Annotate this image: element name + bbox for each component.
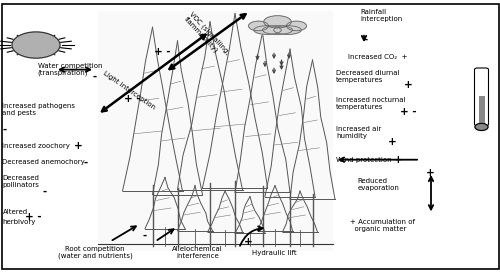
Circle shape bbox=[475, 123, 488, 130]
Text: + Accumulation of
  organic matter: + Accumulation of organic matter bbox=[350, 219, 415, 232]
Ellipse shape bbox=[262, 26, 292, 34]
Text: -: - bbox=[84, 158, 88, 167]
Ellipse shape bbox=[274, 26, 301, 34]
Ellipse shape bbox=[248, 21, 268, 31]
Text: Wind protection: Wind protection bbox=[336, 157, 392, 163]
Circle shape bbox=[12, 32, 60, 58]
Text: Decreased
pollinators: Decreased pollinators bbox=[2, 175, 40, 188]
Ellipse shape bbox=[254, 26, 281, 34]
Text: + -: + - bbox=[154, 48, 170, 57]
Text: -: - bbox=[2, 125, 7, 135]
Text: +: + bbox=[74, 141, 83, 151]
Ellipse shape bbox=[286, 21, 306, 31]
Text: Allelochemical
interference: Allelochemical interference bbox=[172, 246, 223, 259]
Text: herbivory: herbivory bbox=[2, 219, 36, 225]
FancyBboxPatch shape bbox=[474, 68, 488, 126]
Text: +: + bbox=[388, 137, 396, 147]
Ellipse shape bbox=[264, 16, 291, 28]
Text: Increased zoochory: Increased zoochory bbox=[2, 143, 70, 149]
Text: + -: + - bbox=[400, 108, 416, 117]
Text: -: - bbox=[142, 231, 147, 241]
Text: Increased pathogens
and pests: Increased pathogens and pests bbox=[2, 103, 76, 116]
Text: +: + bbox=[426, 168, 435, 178]
Text: Increased CO₂  +: Increased CO₂ + bbox=[348, 54, 407, 60]
Text: Altered: Altered bbox=[2, 209, 28, 215]
Text: Reduced
evaporation: Reduced evaporation bbox=[358, 178, 400, 191]
Text: Increased nocturnal
temperatures: Increased nocturnal temperatures bbox=[336, 97, 406, 110]
Text: Water competition
(transpiration): Water competition (transpiration) bbox=[38, 63, 102, 76]
Text: Decreased diurnal
temperatures: Decreased diurnal temperatures bbox=[336, 70, 400, 83]
Text: -: - bbox=[364, 35, 368, 44]
Text: Increased air
humidity: Increased air humidity bbox=[336, 126, 382, 139]
Text: + -: + - bbox=[25, 212, 42, 222]
Text: Hydraulic lift: Hydraulic lift bbox=[252, 250, 296, 256]
Bar bbox=[98, 11, 332, 251]
Text: Light interception: Light interception bbox=[102, 70, 156, 110]
Text: + -: + - bbox=[124, 94, 140, 104]
Text: +: + bbox=[394, 155, 403, 165]
Text: +: + bbox=[244, 237, 252, 247]
Text: +: + bbox=[404, 80, 413, 90]
Text: -: - bbox=[92, 72, 97, 81]
Text: VOC (signalling,
flammability): VOC (signalling, flammability) bbox=[182, 10, 230, 61]
Text: Decreased anemochory: Decreased anemochory bbox=[2, 159, 85, 165]
Bar bbox=[478, 96, 484, 124]
Text: -: - bbox=[42, 187, 47, 197]
Text: Root competition
(water and nutrients): Root competition (water and nutrients) bbox=[58, 246, 132, 259]
Text: Rainfall
interception: Rainfall interception bbox=[360, 8, 402, 22]
